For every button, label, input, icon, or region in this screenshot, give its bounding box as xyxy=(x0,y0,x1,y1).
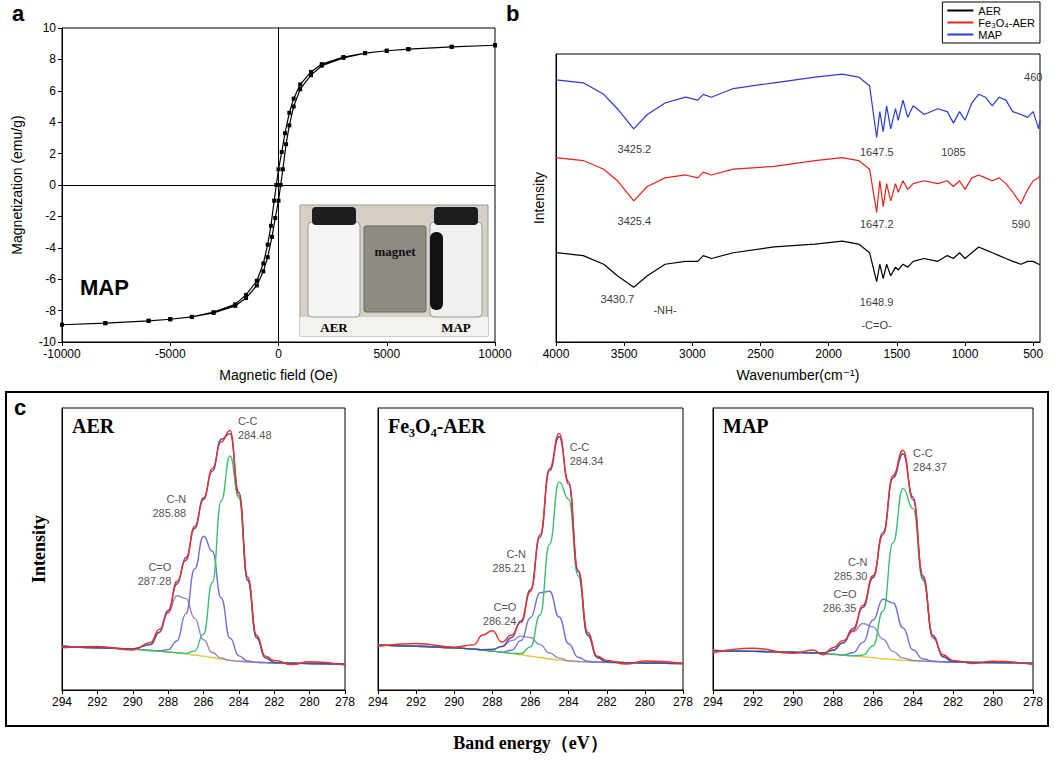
svg-text:b: b xyxy=(506,1,519,26)
svg-text:1085: 1085 xyxy=(941,146,965,158)
svg-text:C-C: C-C xyxy=(238,415,258,427)
svg-text:Magnetic field (Oe): Magnetic field (Oe) xyxy=(219,367,337,383)
svg-text:AER: AER xyxy=(72,415,115,437)
svg-text:4: 4 xyxy=(49,115,56,129)
svg-text:500: 500 xyxy=(1023,347,1043,361)
svg-text:286.24: 286.24 xyxy=(483,615,517,627)
svg-text:AER: AER xyxy=(320,320,348,335)
svg-text:292: 292 xyxy=(743,695,763,709)
svg-text:MAP: MAP xyxy=(723,415,769,437)
svg-text:294: 294 xyxy=(52,695,72,709)
svg-text:280: 280 xyxy=(635,695,655,709)
svg-text:3000: 3000 xyxy=(679,347,706,361)
svg-text:-10000: -10000 xyxy=(43,347,81,361)
svg-text:C-N: C-N xyxy=(506,548,526,560)
svg-text:1648.9: 1648.9 xyxy=(860,296,894,308)
svg-text:285.21: 285.21 xyxy=(492,562,526,574)
svg-text:AER: AER xyxy=(978,5,1001,17)
svg-text:2500: 2500 xyxy=(747,347,774,361)
svg-text:-C=O-: -C=O- xyxy=(861,319,892,331)
svg-text:285.88: 285.88 xyxy=(152,507,186,519)
svg-text:C-N: C-N xyxy=(167,493,187,505)
svg-text:280: 280 xyxy=(300,695,320,709)
svg-text:460: 460 xyxy=(1024,71,1042,83)
svg-text:Wavenumber(cm⁻¹): Wavenumber(cm⁻¹) xyxy=(737,367,860,383)
svg-text:1647.2: 1647.2 xyxy=(860,218,894,230)
svg-text:286: 286 xyxy=(193,695,213,709)
svg-text:a: a xyxy=(12,1,25,26)
svg-text:280: 280 xyxy=(983,695,1003,709)
svg-text:284.48: 284.48 xyxy=(238,429,272,441)
svg-text:282: 282 xyxy=(597,695,617,709)
svg-text:C=O: C=O xyxy=(834,588,857,600)
svg-text:Band energy（eV）: Band energy（eV） xyxy=(453,733,608,753)
svg-text:288: 288 xyxy=(158,695,178,709)
svg-text:288: 288 xyxy=(823,695,843,709)
svg-text:284: 284 xyxy=(559,695,579,709)
svg-text:-5000: -5000 xyxy=(155,347,186,361)
svg-text:10000: 10000 xyxy=(478,347,512,361)
svg-text:Fe₃O₄-AER: Fe₃O₄-AER xyxy=(388,415,486,437)
svg-text:Magnetization (emu/g): Magnetization (emu/g) xyxy=(9,115,25,254)
svg-text:3500: 3500 xyxy=(611,347,638,361)
svg-text:286.35: 286.35 xyxy=(823,602,857,614)
svg-text:590: 590 xyxy=(1012,218,1030,230)
svg-text:284.34: 284.34 xyxy=(570,455,604,467)
svg-text:3425.4: 3425.4 xyxy=(618,215,652,227)
svg-text:284: 284 xyxy=(903,695,923,709)
svg-text:0: 0 xyxy=(49,178,56,192)
svg-text:magnet: magnet xyxy=(374,244,416,259)
svg-text:278: 278 xyxy=(1023,695,1043,709)
svg-text:287.28: 287.28 xyxy=(138,575,172,587)
svg-text:MAP: MAP xyxy=(80,275,129,300)
svg-text:282: 282 xyxy=(943,695,963,709)
svg-text:6: 6 xyxy=(49,84,56,98)
svg-text:1000: 1000 xyxy=(952,347,979,361)
svg-text:282: 282 xyxy=(264,695,284,709)
svg-text:2000: 2000 xyxy=(815,347,842,361)
svg-text:290: 290 xyxy=(444,695,464,709)
svg-text:MAP: MAP xyxy=(441,320,471,335)
svg-text:286: 286 xyxy=(520,695,540,709)
svg-text:C-N: C-N xyxy=(848,556,868,568)
svg-text:C-C: C-C xyxy=(570,441,590,453)
svg-text:2: 2 xyxy=(49,147,56,161)
svg-text:4000: 4000 xyxy=(543,347,570,361)
svg-text:MAP: MAP xyxy=(978,29,1002,41)
svg-text:10: 10 xyxy=(43,21,57,35)
svg-text:290: 290 xyxy=(123,695,143,709)
svg-text:3430.7: 3430.7 xyxy=(601,293,635,305)
svg-text:8: 8 xyxy=(49,52,56,66)
svg-text:294: 294 xyxy=(368,695,388,709)
svg-text:0: 0 xyxy=(275,347,282,361)
svg-text:3425.2: 3425.2 xyxy=(618,143,652,155)
svg-text:-4: -4 xyxy=(45,241,56,255)
svg-text:-2: -2 xyxy=(45,209,56,223)
svg-text:Fe₃O₄-AER: Fe₃O₄-AER xyxy=(978,17,1035,29)
svg-text:290: 290 xyxy=(783,695,803,709)
svg-text:-8: -8 xyxy=(45,304,56,318)
svg-text:286: 286 xyxy=(863,695,883,709)
svg-text:284: 284 xyxy=(229,695,249,709)
svg-text:5000: 5000 xyxy=(373,347,400,361)
svg-text:c: c xyxy=(14,395,26,420)
svg-text:-10: -10 xyxy=(38,335,56,349)
svg-text:292: 292 xyxy=(87,695,107,709)
svg-text:294: 294 xyxy=(703,695,723,709)
svg-text:288: 288 xyxy=(482,695,502,709)
svg-text:284.37: 284.37 xyxy=(913,461,947,473)
svg-text:-NH-: -NH- xyxy=(653,304,677,316)
svg-text:285.30: 285.30 xyxy=(834,570,868,582)
svg-text:Intensity: Intensity xyxy=(29,515,49,583)
svg-text:-6: -6 xyxy=(45,272,56,286)
svg-text:C=O: C=O xyxy=(148,561,171,573)
svg-text:C=O: C=O xyxy=(493,601,516,613)
svg-text:292: 292 xyxy=(406,695,426,709)
svg-text:278: 278 xyxy=(335,695,355,709)
svg-text:1647.5: 1647.5 xyxy=(860,146,894,158)
svg-text:1500: 1500 xyxy=(883,347,910,361)
svg-text:278: 278 xyxy=(673,695,693,709)
svg-text:C-C: C-C xyxy=(913,447,933,459)
svg-text:Intensity: Intensity xyxy=(531,172,547,224)
